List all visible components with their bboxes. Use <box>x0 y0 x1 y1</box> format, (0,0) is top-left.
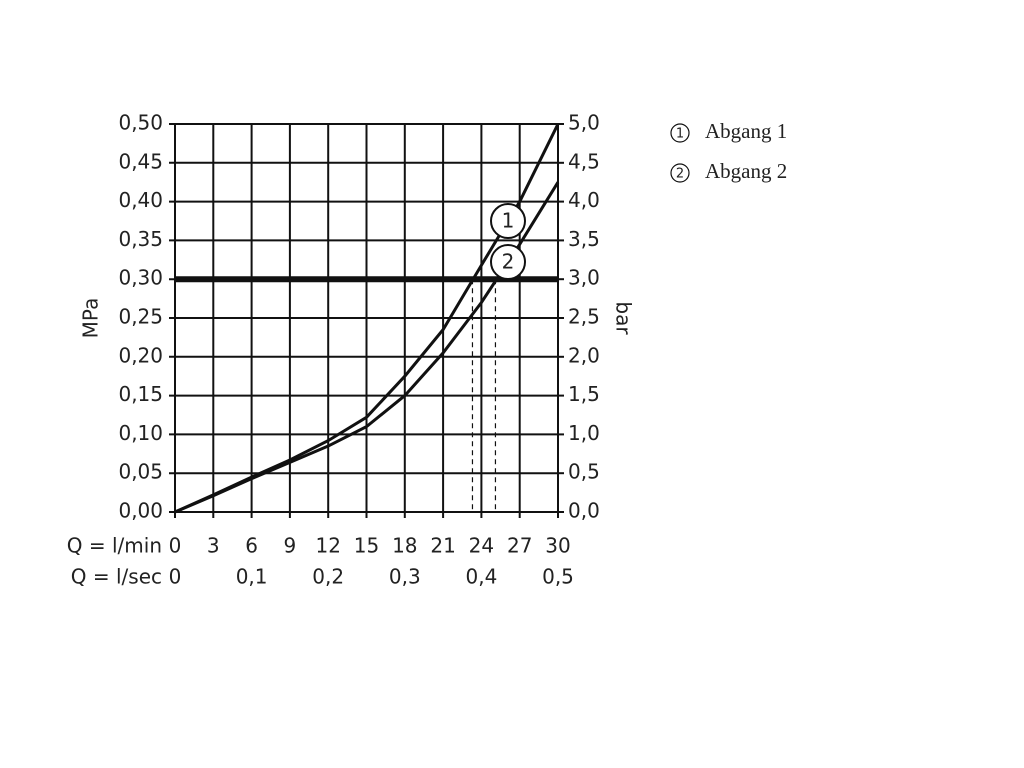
y-tick-label: 0,35 <box>118 227 163 251</box>
line-series <box>174 181 560 514</box>
y-axis-label: MPa <box>79 298 103 339</box>
series-marker-circle <box>490 244 526 281</box>
x2-tick-label: 0,2 <box>312 565 344 589</box>
legend-symbol <box>670 123 690 143</box>
y-tick-label: 0,50 <box>118 111 163 135</box>
x2-axis-label: Q = l/sec <box>71 565 162 589</box>
series-marker-circle <box>490 203 526 240</box>
legend-symbol-label: 1 <box>676 127 684 142</box>
y-tick-label: 0,00 <box>118 499 163 523</box>
series-marker-label: 2 <box>502 250 515 274</box>
x-tick-label: 3 <box>207 534 220 558</box>
x2-tick-label: 0,4 <box>465 565 497 589</box>
y-tick-label: 0,15 <box>118 382 163 406</box>
x2-tick-label: 0,5 <box>542 565 574 589</box>
y2-tick-label: 4,5 <box>568 149 600 173</box>
x-tick-label: 24 <box>469 534 494 558</box>
series-marker-label: 1 <box>502 209 515 233</box>
y-tick-label: 0,45 <box>118 149 163 173</box>
legend-label: Abgang 2 <box>705 159 787 183</box>
plot-frame <box>174 123 559 513</box>
y2-tick-label: 5,0 <box>568 111 600 135</box>
x2-tick-label: 0,3 <box>389 565 421 589</box>
y2-tick-label: 3,5 <box>568 227 600 251</box>
x-tick-label: 27 <box>507 534 532 558</box>
x-tick-label: 9 <box>284 534 297 558</box>
y2-axis-label: bar <box>612 301 636 335</box>
legend-symbol-label: 2 <box>676 167 684 182</box>
x-axis-label: Q = l/min <box>67 534 162 558</box>
y2-tick-label: 1,0 <box>568 421 600 445</box>
x-tick-label: 12 <box>315 534 340 558</box>
y-tick-label: 0,25 <box>118 305 163 329</box>
x-tick-label: 21 <box>430 534 455 558</box>
y-tick-label: 0,40 <box>118 188 163 212</box>
y2-tick-label: 4,0 <box>568 188 600 212</box>
legend-label: Abgang 1 <box>705 119 787 143</box>
x-tick-label: 6 <box>245 534 258 558</box>
x2-tick-label: 0 <box>169 565 182 589</box>
x2-tick-label: 0,1 <box>236 565 268 589</box>
legend-symbol <box>670 163 690 183</box>
x-tick-label: 0 <box>169 534 182 558</box>
y-tick-label: 0,05 <box>118 460 163 484</box>
y2-tick-label: 2,5 <box>568 305 600 329</box>
y2-tick-label: 0,5 <box>568 460 600 484</box>
y-tick-label: 0,20 <box>118 343 163 367</box>
x-tick-label: 18 <box>392 534 417 558</box>
x-tick-label: 15 <box>354 534 379 558</box>
y2-tick-label: 2,0 <box>568 343 600 367</box>
x-tick-label: 30 <box>545 534 570 558</box>
y2-tick-label: 0,0 <box>568 499 600 523</box>
y2-tick-label: 3,0 <box>568 266 600 290</box>
y-tick-label: 0,30 <box>118 266 163 290</box>
y-tick-label: 0,10 <box>118 421 163 445</box>
y2-tick-label: 1,5 <box>568 382 600 406</box>
